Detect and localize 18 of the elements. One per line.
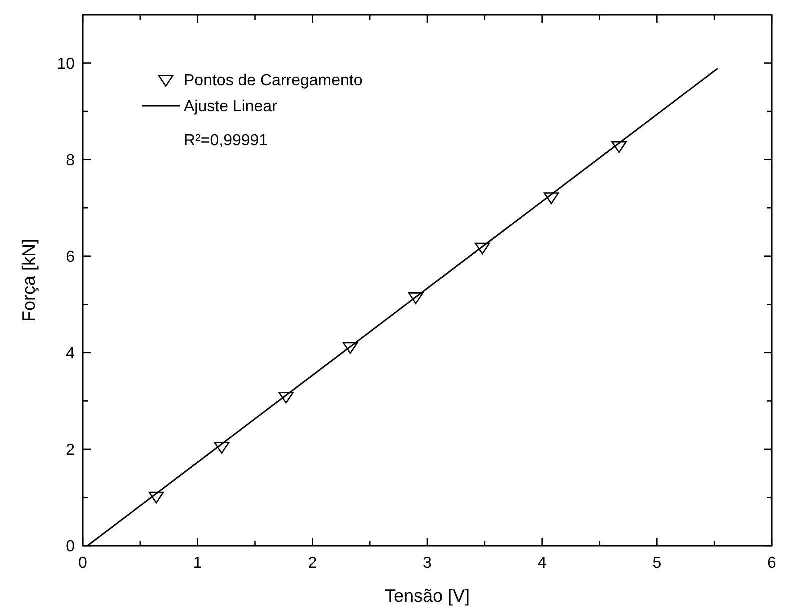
y-axis-title: Força [kN] xyxy=(19,238,39,322)
legend-label: Pontos de Carregamento xyxy=(184,72,363,90)
x-tick-label: 6 xyxy=(768,555,777,572)
y-tick-label: 0 xyxy=(66,538,76,556)
x-tick-label: 1 xyxy=(193,555,202,572)
y-tick-label: 10 xyxy=(57,56,76,73)
legend-label: Ajuste Linear xyxy=(184,98,278,116)
annotation: R²=0,99991 xyxy=(184,132,268,150)
x-tick-label: 0 xyxy=(78,555,88,572)
y-tick-label: 8 xyxy=(66,152,76,170)
x-tick-label: 2 xyxy=(308,555,318,572)
y-tick-label: 4 xyxy=(66,346,76,363)
y-tick-label: 6 xyxy=(66,248,76,266)
x-tick-label: 5 xyxy=(652,555,662,572)
x-tick-label: 4 xyxy=(538,555,547,572)
x-axis-title: Tensão [V] xyxy=(384,586,470,606)
x-tick-label: 3 xyxy=(423,555,432,572)
y-tick-label: 2 xyxy=(66,442,76,460)
